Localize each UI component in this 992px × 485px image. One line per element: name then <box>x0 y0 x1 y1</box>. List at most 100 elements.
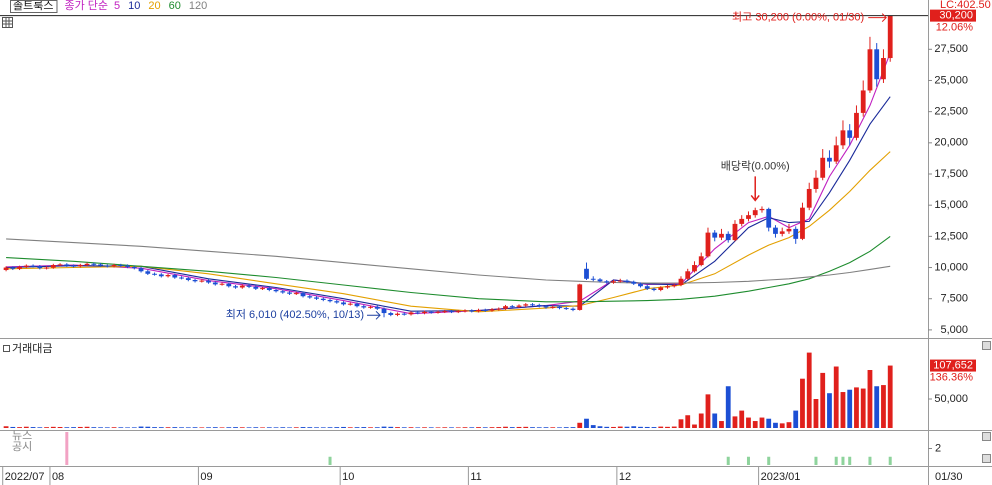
candle-body <box>422 311 427 314</box>
candle-body <box>476 309 481 312</box>
volume-current-box <box>930 359 976 372</box>
x-tick-label: 10 <box>342 471 354 483</box>
candle-body <box>44 267 49 269</box>
candle-body <box>37 266 43 269</box>
candle-body <box>192 280 198 282</box>
candle-body <box>800 207 805 239</box>
candle-body <box>111 265 117 267</box>
candle-body <box>266 288 272 290</box>
candle-body <box>887 15 893 59</box>
volume-bar <box>887 365 893 428</box>
volume-bar <box>489 427 495 428</box>
candle-body <box>509 306 515 308</box>
candle-body <box>388 313 394 315</box>
volume-bar <box>253 427 259 428</box>
y-tick-label: 25,000 <box>934 74 968 86</box>
volume-bar <box>327 427 333 428</box>
volume-bar <box>509 427 515 428</box>
volume-bar <box>854 387 859 428</box>
candle-body <box>77 265 83 267</box>
x-tick-label: 2023/01 <box>761 471 801 483</box>
volume-bar <box>219 427 225 428</box>
volume-bar <box>212 427 218 428</box>
candle-body <box>3 267 9 271</box>
candle-body <box>874 49 880 80</box>
ma-label: 종가 단순 <box>64 0 108 12</box>
ma-line <box>6 151 891 313</box>
volume-bar <box>77 426 83 428</box>
volume-bar <box>341 426 346 428</box>
candle-body <box>341 302 346 305</box>
candle-body <box>152 273 157 275</box>
y-tick-label: 2 <box>935 442 941 454</box>
candle-body <box>57 264 63 266</box>
volume-bar <box>503 426 508 428</box>
candle-body <box>104 265 110 267</box>
candle-body <box>442 311 448 313</box>
volume-bar <box>104 427 110 428</box>
candle-body <box>347 303 353 305</box>
candle-body <box>543 306 549 308</box>
disclosure-bar <box>848 456 852 465</box>
candle-body <box>138 268 144 272</box>
volume-bar <box>185 427 191 428</box>
grid-icon[interactable] <box>2 17 13 28</box>
y-tick-label: 27,500 <box>934 43 968 55</box>
candle-body <box>50 265 56 268</box>
candle-body <box>786 228 792 232</box>
candle-body <box>125 265 130 267</box>
candle-body <box>752 210 758 216</box>
volume-bar <box>10 426 16 428</box>
volume-bar <box>611 426 616 428</box>
candle-body <box>185 278 191 281</box>
panel-button[interactable] <box>982 432 991 441</box>
candle-body <box>30 265 36 267</box>
candle-body <box>415 312 421 314</box>
title-box <box>10 0 58 13</box>
candle-body <box>17 266 22 269</box>
volume-bar <box>165 427 171 428</box>
y-tick-label: 15,000 <box>934 199 968 211</box>
candle-body <box>631 281 637 284</box>
volume-bar <box>739 410 745 428</box>
volume-bar <box>192 427 198 428</box>
x-tick-label: 08 <box>52 471 64 483</box>
volume-bar <box>584 418 589 428</box>
candle-body <box>678 278 684 285</box>
panel-button[interactable] <box>982 341 991 350</box>
volume-bar <box>422 427 427 428</box>
volume-bar <box>206 427 211 428</box>
candle-body <box>368 306 373 308</box>
volume-bar <box>98 427 103 428</box>
volume-bar <box>557 427 562 428</box>
candle-body <box>172 275 178 278</box>
volume-bar <box>523 426 529 428</box>
volume-bar <box>651 427 657 428</box>
disclosure-bar <box>746 456 750 465</box>
volume-bar <box>64 427 70 428</box>
panel-button[interactable] <box>982 454 991 463</box>
candle-body <box>820 157 826 178</box>
disclosure-bar <box>726 456 730 465</box>
y-tick-label: 50,000 <box>934 393 968 405</box>
candle-body <box>374 306 380 309</box>
candle-body <box>725 233 731 241</box>
volume-bar <box>199 427 205 428</box>
volume-bar <box>563 427 569 428</box>
ma-line <box>6 235 891 303</box>
volume-bar <box>847 389 853 428</box>
candle-body <box>253 286 259 289</box>
disclosure-label: 공시 <box>12 441 32 453</box>
volume-bar <box>536 427 542 428</box>
volume-bar <box>827 393 832 428</box>
cursor-date: 01/30 <box>935 471 963 483</box>
volume-bar <box>320 427 326 428</box>
candle-body <box>449 311 454 313</box>
volume-bar <box>617 426 623 428</box>
volume-bar <box>37 427 43 428</box>
volume-bar <box>381 426 387 428</box>
volume-bar <box>881 385 886 428</box>
volume-bar <box>442 427 448 428</box>
volume-bar <box>638 426 643 428</box>
